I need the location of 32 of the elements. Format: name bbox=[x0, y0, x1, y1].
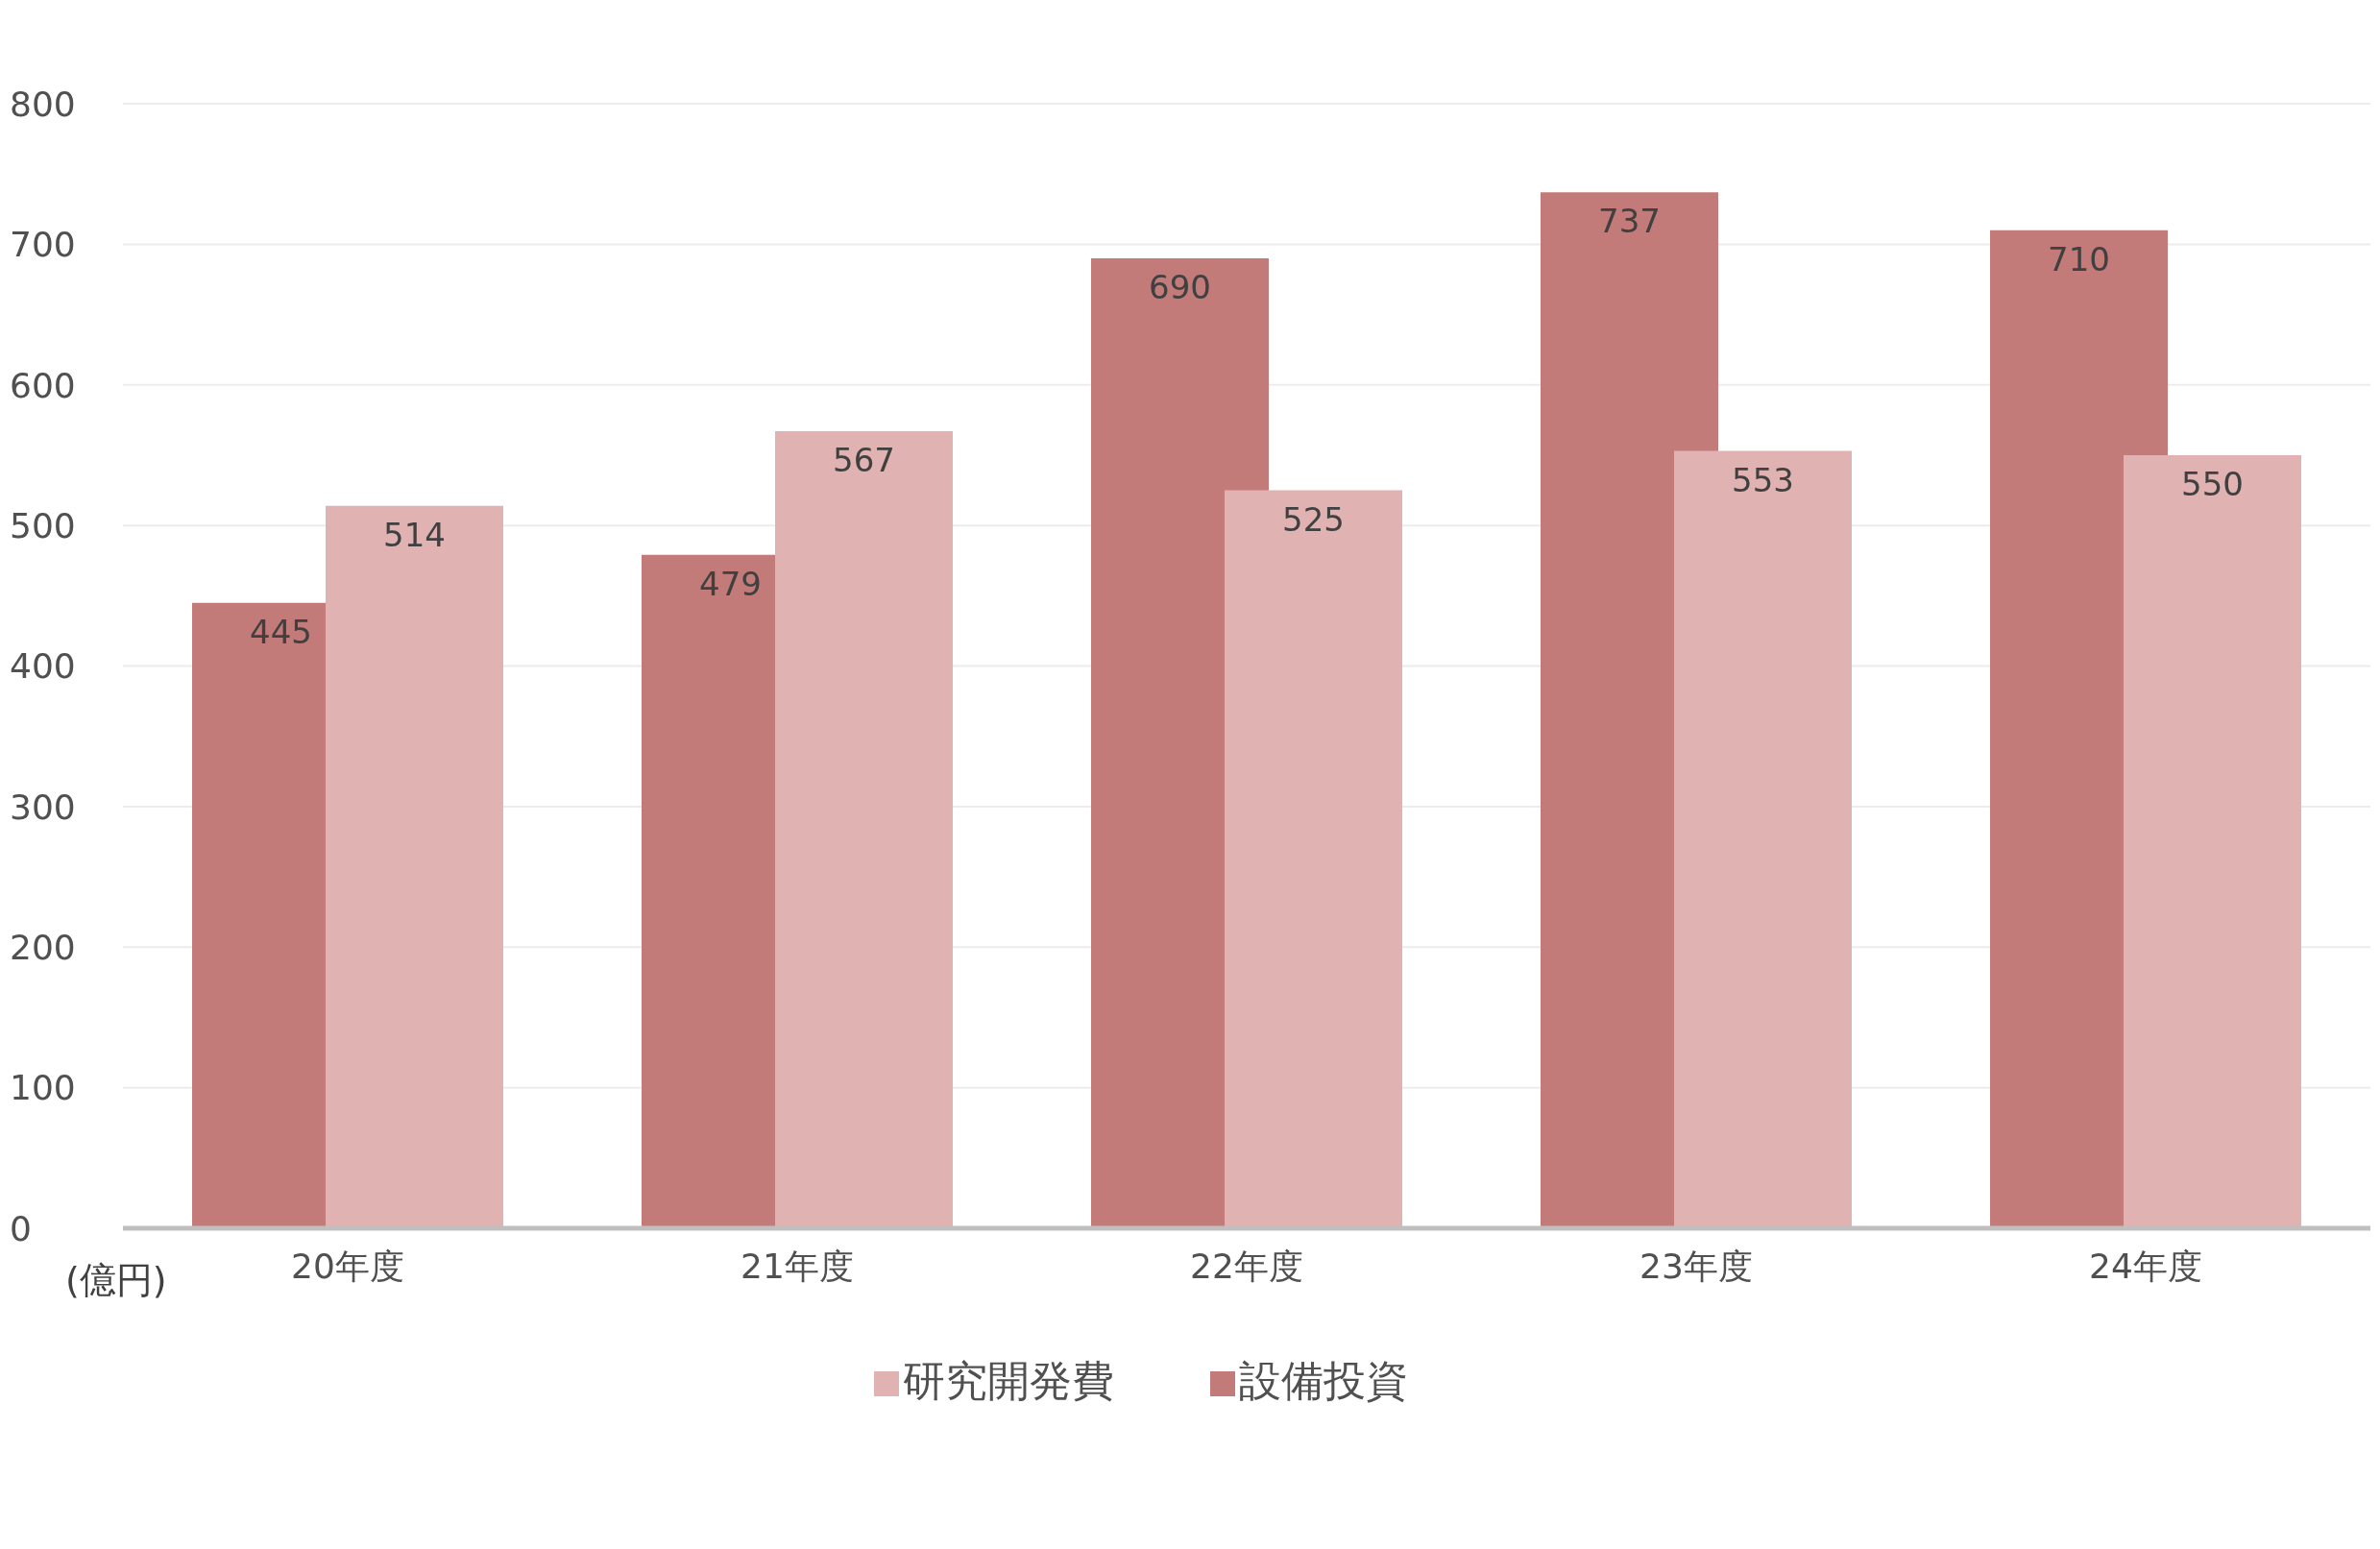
bar bbox=[775, 431, 953, 1228]
x-tick-label: 20年度 bbox=[291, 1246, 404, 1286]
y-tick-label: 100 bbox=[10, 1068, 76, 1108]
legend-label: 研究開発費 bbox=[903, 1356, 1114, 1405]
legend-label: 設備投資 bbox=[1239, 1356, 1408, 1405]
y-tick-label: 700 bbox=[10, 225, 76, 265]
data-label: 567 bbox=[833, 441, 895, 480]
data-label: 445 bbox=[250, 612, 312, 651]
data-label: 710 bbox=[2048, 239, 2110, 278]
x-tick-label: 21年度 bbox=[741, 1246, 854, 1286]
y-tick-label: 400 bbox=[10, 646, 76, 687]
data-label: 525 bbox=[1282, 499, 1345, 539]
y-tick-label: 500 bbox=[10, 505, 76, 545]
y-tick-label: 0 bbox=[10, 1208, 32, 1248]
x-tick-label: 24年度 bbox=[2089, 1246, 2202, 1286]
bar bbox=[2124, 454, 2301, 1228]
bar bbox=[326, 505, 503, 1228]
y-axis-title: (億円) bbox=[65, 1258, 167, 1303]
y-tick-label: 800 bbox=[10, 84, 76, 124]
data-label: 690 bbox=[1149, 268, 1211, 307]
data-label: 553 bbox=[1732, 460, 1794, 499]
x-tick-label: 22年度 bbox=[1190, 1246, 1303, 1286]
x-tick-label: 23年度 bbox=[1639, 1246, 1753, 1286]
bar bbox=[1674, 450, 1852, 1228]
y-tick-label: 200 bbox=[10, 928, 76, 968]
data-label: 514 bbox=[383, 515, 446, 554]
data-label: 737 bbox=[1598, 202, 1661, 241]
y-tick-label: 300 bbox=[10, 787, 76, 827]
data-label: 479 bbox=[699, 565, 762, 603]
data-label: 550 bbox=[2181, 465, 2244, 504]
y-tick-label: 600 bbox=[10, 365, 76, 405]
bar bbox=[1225, 490, 1402, 1228]
